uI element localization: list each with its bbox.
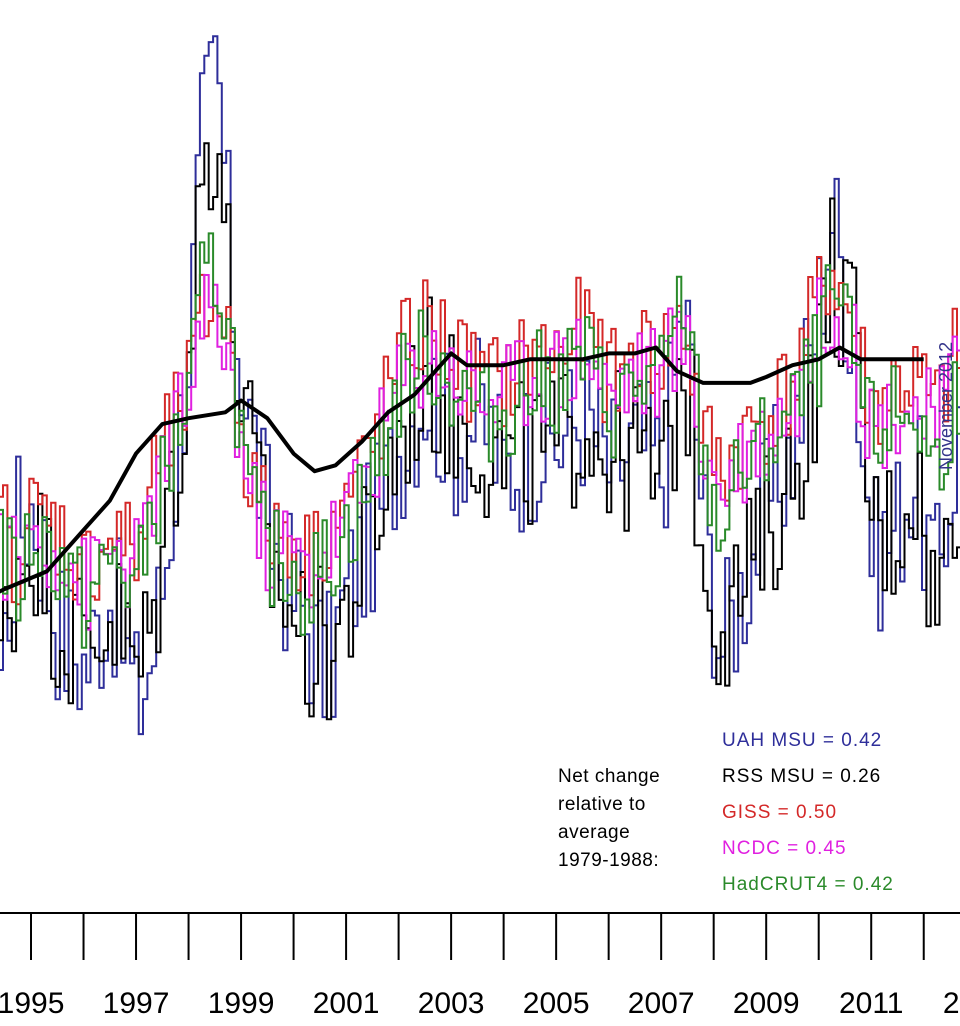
x-tick-label-2007: 2007: [628, 987, 695, 1020]
net-change-line-4: 1979-1988:: [558, 850, 659, 871]
x-tick-layer: [30, 913, 925, 960]
x-tick-label-1997: 1997: [103, 987, 170, 1020]
legend-item-uah-msu: UAH MSU = 0.42: [722, 730, 882, 751]
x-tick-label-layer: 1995 1997 1999 2001 2003 2005 2007 2009 2011 2013: [0, 987, 960, 1020]
net-change-line-2: relative to: [558, 794, 646, 815]
legend-item-giss: GISS = 0.50: [722, 802, 837, 823]
series-ncdc: [0, 274, 960, 631]
net-change-line-1: Net change: [558, 766, 660, 787]
x-tick-label-2001: 2001: [313, 987, 380, 1020]
x-tick-label-1995: 1995: [0, 987, 64, 1020]
series-hadcrut4: [0, 232, 960, 649]
series-layer: [0, 35, 960, 736]
series-giss: [0, 256, 960, 606]
x-tick-label-2011: 2011: [839, 987, 904, 1020]
legend-item-ncdc: NCDC = 0.45: [722, 838, 847, 859]
series-average: [0, 345, 924, 594]
average-layer: [0, 345, 924, 594]
legend: UAH MSU = 0.42 RSS MSU = 0.26 GISS = 0.50 N…: [722, 730, 894, 895]
legend-item-rss-msu: RSS MSU = 0.26: [722, 766, 881, 787]
x-tick-label-2005: 2005: [523, 987, 590, 1020]
x-tick-label-2009: 2009: [733, 987, 800, 1020]
series-rss-msu: [0, 142, 960, 721]
date-annotation: November 2012: [936, 342, 956, 470]
x-tick-label-2003: 2003: [418, 987, 485, 1020]
legend-item-hadcrut4: HadCRUT4 = 0.42: [722, 874, 894, 895]
series-uah-msu: [0, 35, 960, 736]
x-tick-label-2013: 2013: [943, 987, 960, 1020]
x-tick-label-1999: 1999: [208, 987, 275, 1020]
net-change-note: Net change relative to average 1979-1988…: [558, 766, 660, 871]
net-change-line-3: average: [558, 822, 630, 843]
